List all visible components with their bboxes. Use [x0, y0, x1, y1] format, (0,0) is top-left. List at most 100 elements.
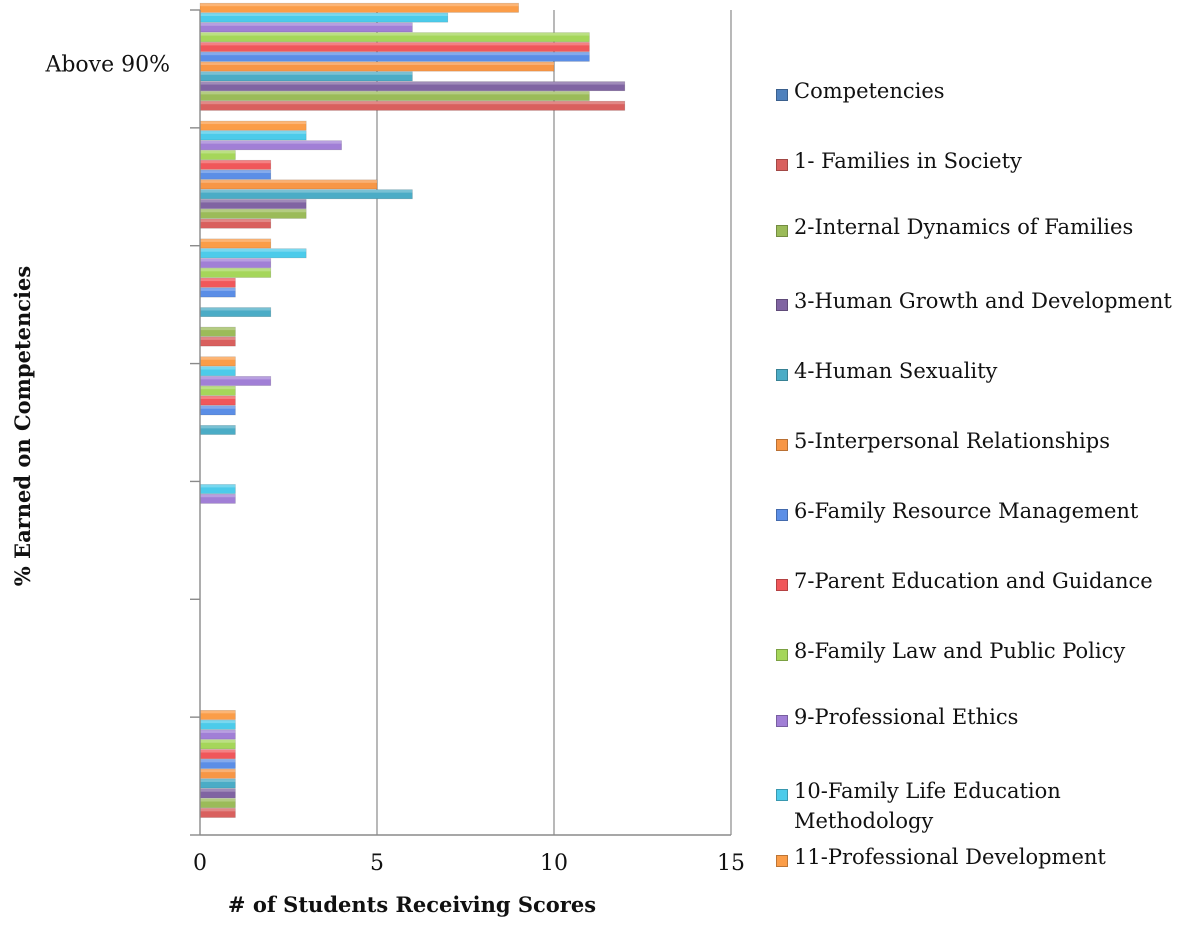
bar-highlight: [200, 199, 307, 203]
bar-highlight: [200, 52, 590, 56]
legend-swatch: [776, 299, 788, 311]
bar-highlight: [200, 268, 271, 272]
bar-highlight: [200, 3, 519, 7]
bar-highlight: [200, 258, 271, 262]
legend-swatch: [776, 89, 788, 101]
gridlines: [376, 10, 732, 835]
legend-label: 1- Families in Society: [794, 149, 1022, 173]
bar-highlight: [200, 32, 590, 36]
legend-label: 7-Parent Education and Guidance: [794, 569, 1153, 593]
legend-item: Competencies: [776, 76, 1174, 106]
bar-highlight: [200, 170, 271, 174]
bar-highlight: [200, 160, 271, 164]
legend-swatch: [776, 649, 788, 661]
legend-swatch: [776, 855, 788, 867]
legend-label: 6-Family Resource Management: [794, 499, 1139, 523]
bar-highlight: [200, 484, 236, 488]
bar-highlight: [200, 386, 236, 390]
legend-swatch: [776, 159, 788, 171]
bar-highlight: [200, 327, 236, 331]
bar-highlight: [200, 759, 236, 763]
bar-highlight: [200, 42, 590, 46]
bar-highlight: [200, 12, 448, 16]
legend-swatch: [776, 369, 788, 381]
bar-highlight: [200, 494, 236, 498]
x-tick-label: 0: [193, 851, 207, 876]
legend-label: 8-Family Law and Public Policy: [794, 639, 1126, 663]
legend-swatch: [776, 509, 788, 521]
legend-label: 3-Human Growth and Development: [794, 289, 1172, 313]
bar-highlight: [200, 808, 236, 812]
bar-highlight: [200, 278, 236, 282]
legend-label: 9-Professional Ethics: [794, 705, 1019, 729]
legend-item: 7-Parent Education and Guidance: [776, 566, 1174, 596]
legend-label: 5-Interpersonal Relationships: [794, 429, 1110, 453]
bar-highlight: [200, 798, 236, 802]
legend-item: 1- Families in Society: [776, 146, 1174, 176]
bar-highlight: [200, 101, 625, 105]
bar-highlight: [200, 720, 236, 724]
x-tick-label: 15: [717, 851, 745, 876]
legend-item: 10-Family Life Education Methodology: [776, 776, 1174, 836]
bar: [199, 2, 519, 13]
legend-swatch: [776, 789, 788, 801]
legend-item: 6-Family Resource Management: [776, 496, 1174, 526]
x-tick-label: 10: [540, 851, 568, 876]
x-tick-label: 5: [370, 851, 384, 876]
bar-highlight: [200, 778, 236, 782]
legend-item: 5-Interpersonal Relationships: [776, 426, 1174, 456]
bar-highlight: [200, 81, 625, 85]
bar-highlight: [200, 150, 236, 154]
bar-highlight: [200, 376, 271, 380]
axes: [190, 9, 731, 836]
bar-highlight: [200, 749, 236, 753]
bar-highlight: [200, 425, 236, 429]
bar-highlight: [200, 395, 236, 399]
y-axis-title: % Earned on Competencies: [10, 266, 35, 586]
bars: [199, 2, 626, 818]
bar-highlight: [200, 405, 236, 409]
bar-highlight: [200, 769, 236, 773]
bar-highlight: [200, 336, 236, 340]
legend-label: 4-Human Sexuality: [794, 359, 998, 383]
bar-highlight: [200, 710, 236, 714]
legend-swatch: [776, 439, 788, 451]
legend-item: 2-Internal Dynamics of Families: [776, 212, 1174, 242]
legend-swatch: [776, 715, 788, 727]
legend-swatch: [776, 225, 788, 237]
bar-highlight: [200, 61, 554, 65]
bar-highlight: [200, 209, 307, 213]
y-tick-label: Above 90%: [44, 52, 170, 77]
legend-item: 3-Human Growth and Development: [776, 286, 1174, 316]
legend-item: 9-Professional Ethics: [776, 702, 1174, 732]
bar-highlight: [200, 189, 413, 193]
bar-highlight: [200, 366, 236, 370]
tick-labels: 0 5 10 15 Above 90%: [44, 52, 745, 876]
bar-highlight: [200, 219, 271, 223]
bar-highlight: [200, 788, 236, 792]
legend-label: 11-Professional Development: [794, 845, 1106, 869]
bar-highlight: [200, 179, 377, 183]
legend-item: 11-Professional Development: [776, 842, 1174, 872]
bar-highlight: [200, 130, 307, 134]
bar-highlight: [200, 287, 236, 291]
legend-item: 8-Family Law and Public Policy: [776, 636, 1174, 666]
bar-highlight: [200, 307, 271, 311]
bar-highlight: [200, 729, 236, 733]
bar-highlight: [200, 739, 236, 743]
bar-highlight: [200, 71, 413, 75]
bar-highlight: [200, 356, 236, 360]
bar-highlight: [200, 140, 342, 144]
bar-highlight: [200, 248, 307, 252]
legend-label: 2-Internal Dynamics of Families: [794, 215, 1134, 239]
bar-highlight: [200, 238, 271, 242]
legend-swatch: [776, 579, 788, 591]
legend-label: Competencies: [794, 79, 945, 103]
legend-item: 4-Human Sexuality: [776, 356, 1174, 386]
x-axis-title: # of Students Receiving Scores: [228, 892, 596, 917]
bar-highlight: [200, 22, 413, 26]
legend-label: 10-Family Life Education Methodology: [794, 779, 1061, 833]
bar-highlight: [200, 91, 590, 95]
bar-highlight: [200, 121, 307, 125]
